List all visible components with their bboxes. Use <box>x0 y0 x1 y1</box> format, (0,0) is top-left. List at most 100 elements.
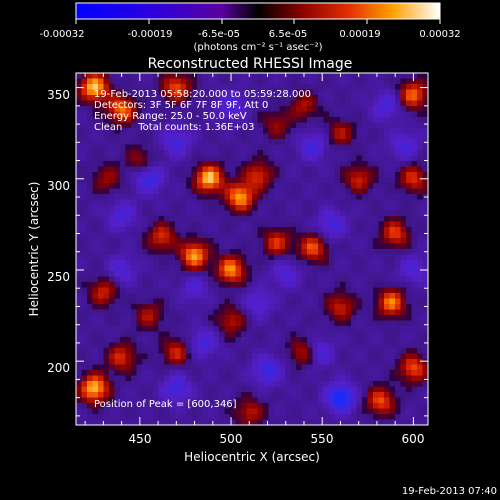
heatmap-cell <box>268 309 275 316</box>
heatmap-cell <box>318 287 324 294</box>
heatmap-cell <box>411 133 418 140</box>
heatmap-cell <box>367 315 374 321</box>
heatmap-cell <box>235 150 242 156</box>
heatmap-cell <box>213 342 220 349</box>
heatmap-cell <box>219 199 225 206</box>
heatmap-cell <box>230 370 236 376</box>
heatmap-cell <box>169 304 176 310</box>
heatmap-cell <box>208 122 214 129</box>
heatmap-cell <box>389 89 396 96</box>
heatmap-cell <box>109 210 115 217</box>
heatmap-cell <box>180 199 187 206</box>
heatmap-cell <box>323 100 330 107</box>
heatmap-cell <box>389 117 396 123</box>
heatmap-cell <box>340 304 346 310</box>
heatmap-cell <box>131 139 137 145</box>
heatmap-cell <box>307 78 313 85</box>
heatmap-cell <box>147 117 154 123</box>
heatmap-cell <box>224 150 231 156</box>
heatmap-cell <box>175 183 181 189</box>
heatmap-cell <box>268 210 275 217</box>
heatmap-cell <box>241 293 247 299</box>
heatmap-cell <box>362 232 368 239</box>
heatmap-cell <box>136 243 143 250</box>
heatmap-cell <box>400 260 407 266</box>
heatmap-cell <box>367 392 374 398</box>
heatmap-cell <box>136 386 143 393</box>
heatmap-cell <box>164 254 170 261</box>
heatmap-cell <box>263 95 269 101</box>
heatmap-cell <box>87 183 93 189</box>
heatmap-cell <box>323 188 330 195</box>
heatmap-cell <box>235 89 242 96</box>
heatmap-cell <box>400 408 407 415</box>
heatmap-cell <box>378 106 385 112</box>
heatmap-cell <box>241 331 247 338</box>
heatmap-cell <box>301 183 308 189</box>
heatmap-cell <box>241 194 247 200</box>
heatmap-cell <box>235 397 242 404</box>
heatmap-cell <box>395 309 401 316</box>
heatmap-cell <box>87 205 93 211</box>
heatmap-cell <box>230 359 236 365</box>
heatmap-cell <box>422 260 428 266</box>
heatmap-cell <box>285 150 291 156</box>
heatmap-cell <box>164 227 170 233</box>
heatmap-cell <box>345 210 352 217</box>
heatmap-cell <box>395 265 401 272</box>
heatmap-cell <box>136 254 143 261</box>
heatmap-cell <box>345 111 352 118</box>
heatmap-cell <box>356 117 363 123</box>
heatmap-cell <box>241 353 247 360</box>
heatmap-cell <box>417 282 423 288</box>
heatmap-cell <box>290 73 297 79</box>
heatmap-cell <box>224 254 231 261</box>
heatmap-cell <box>197 139 203 145</box>
heatmap-cell <box>417 331 423 338</box>
heatmap-cell <box>268 392 275 398</box>
heatmap-cell <box>378 100 385 107</box>
heatmap-cell <box>301 348 308 354</box>
heatmap-cell <box>285 194 291 200</box>
heatmap-cell <box>114 392 121 398</box>
heatmap-cell <box>378 111 385 118</box>
heatmap-cell <box>263 414 269 420</box>
heatmap-cell <box>136 199 143 206</box>
heatmap-cell <box>307 111 313 118</box>
heatmap-cell <box>345 243 352 250</box>
heatmap-cell <box>81 188 88 195</box>
heatmap-cell <box>230 260 236 266</box>
heatmap-cell <box>213 221 220 228</box>
heatmap-cell <box>268 359 275 365</box>
heatmap-cell <box>125 414 132 420</box>
heatmap-cell <box>422 414 428 420</box>
heatmap-cell <box>136 139 143 145</box>
heatmap-cell <box>202 326 209 332</box>
heatmap-cell <box>241 282 247 288</box>
heatmap-cell <box>76 111 82 118</box>
heatmap-cell <box>384 359 390 365</box>
heatmap-cell <box>92 260 99 266</box>
heatmap-cell <box>131 320 137 327</box>
heatmap-cell <box>395 304 401 310</box>
heatmap-cell <box>224 392 231 398</box>
heatmap-cell <box>400 282 407 288</box>
heatmap-cell <box>263 298 269 305</box>
heatmap-cell <box>169 276 176 283</box>
heatmap-cell <box>131 183 137 189</box>
heatmap-cell <box>389 188 396 195</box>
heatmap-cell <box>351 298 357 305</box>
heatmap-cell <box>103 78 110 85</box>
heatmap-cell <box>384 282 390 288</box>
heatmap-cell <box>384 133 390 140</box>
heatmap-cell <box>202 95 209 101</box>
heatmap-cell <box>389 293 396 299</box>
heatmap-cell <box>345 155 352 162</box>
heatmap-cell <box>131 100 137 107</box>
heatmap-cell <box>307 243 313 250</box>
heatmap-cell <box>241 100 247 107</box>
heatmap-cell <box>301 155 308 162</box>
heatmap-cell <box>329 111 335 118</box>
heatmap-cell <box>81 128 88 134</box>
heatmap-cell <box>411 221 418 228</box>
